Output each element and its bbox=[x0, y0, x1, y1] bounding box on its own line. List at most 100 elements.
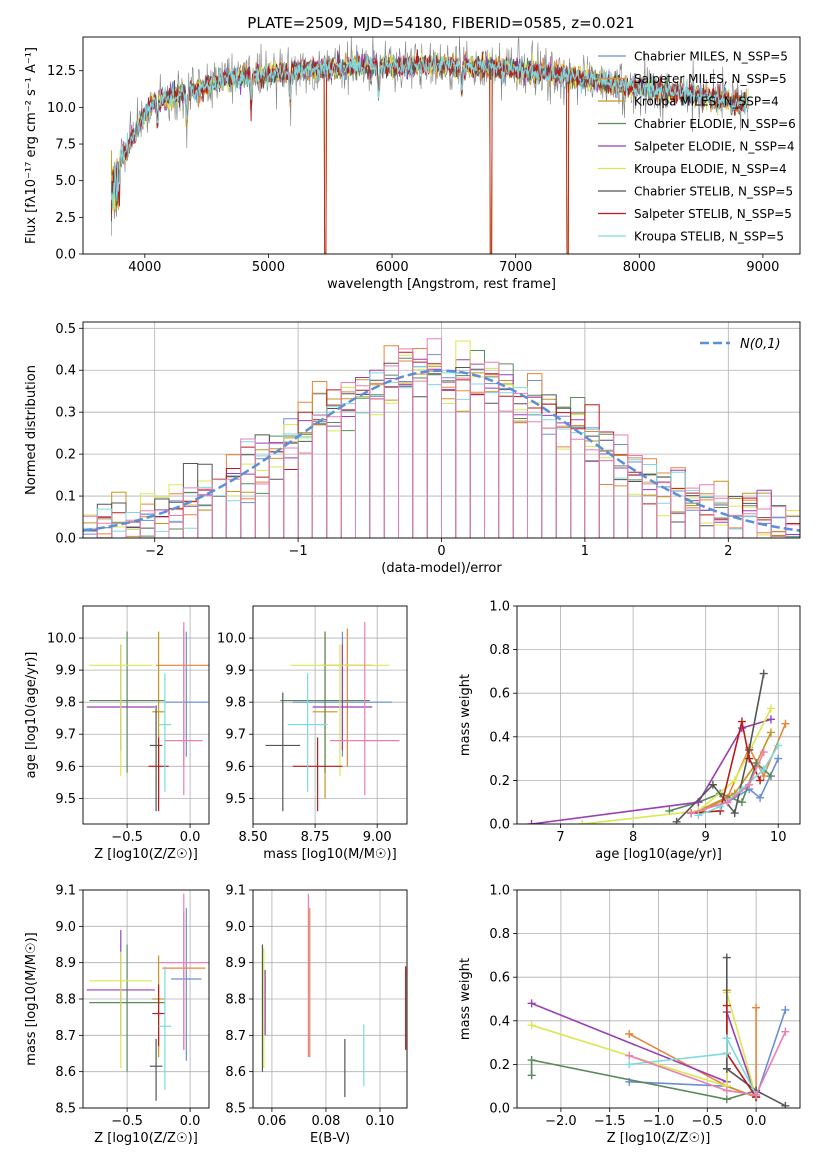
x-tick-label: −0.5 bbox=[111, 1114, 143, 1129]
x-tick-label: −2 bbox=[145, 544, 164, 559]
age_vs_Z-plot bbox=[86, 622, 209, 812]
x-axis-label: Z [log10(Z/Z☉)] bbox=[607, 1131, 711, 1146]
spectrum-plot bbox=[110, 37, 749, 254]
weight-point bbox=[774, 741, 783, 750]
y-tick-label: 8.5 bbox=[225, 1102, 246, 1117]
x-tick-label: 10 bbox=[770, 830, 787, 845]
y-tick-label: 0.6 bbox=[489, 687, 510, 702]
y-tick-label: 8.8 bbox=[55, 993, 76, 1008]
histogram-series bbox=[83, 365, 800, 538]
x-tick-label: 8000 bbox=[623, 260, 656, 275]
axes-frame bbox=[516, 605, 801, 825]
axes-frame bbox=[516, 889, 801, 1109]
weight-series-line bbox=[530, 1059, 757, 1101]
y-axis-label: mass weight bbox=[458, 958, 473, 1040]
axes-frame bbox=[82, 889, 210, 1109]
x-axis-label: wavelength [Angstrom, rest frame] bbox=[327, 277, 556, 292]
weight-point bbox=[527, 1056, 536, 1065]
y-tick-label: 1.0 bbox=[489, 600, 510, 615]
y-tick-label: 2.5 bbox=[55, 211, 76, 226]
y-tick-label: 0.0 bbox=[489, 1102, 510, 1117]
weight-series-line bbox=[690, 751, 765, 814]
x-tick-label: −2.0 bbox=[545, 1114, 577, 1129]
y-tick-label: 9.0 bbox=[55, 920, 76, 935]
weight_vs_Z-plot bbox=[527, 953, 790, 1108]
y-tick-label: 1.0 bbox=[489, 884, 510, 899]
x-tick-label: 4000 bbox=[128, 260, 161, 275]
weight_vs_age-plot bbox=[527, 669, 790, 824]
y-tick-label: 0.2 bbox=[489, 774, 510, 789]
weight-point bbox=[687, 809, 696, 818]
y-tick-label: 9.5 bbox=[55, 792, 76, 807]
x-tick-label: 0.08 bbox=[311, 1114, 340, 1129]
weight-point bbox=[722, 1086, 731, 1095]
error-bar bbox=[148, 737, 169, 812]
y-tick-label: 8.6 bbox=[55, 1065, 76, 1080]
y-tick-label: 9.1 bbox=[225, 884, 246, 899]
error-bar bbox=[158, 966, 172, 1090]
x-tick-label: 0.0 bbox=[180, 830, 201, 845]
y-tick-label: 10.0 bbox=[217, 632, 246, 647]
x-tick-label: 2 bbox=[724, 544, 732, 559]
y-tick-label: 0.5 bbox=[55, 322, 76, 337]
weight-point bbox=[625, 1051, 634, 1060]
x-tick-label: 0 bbox=[437, 544, 445, 559]
mass_vs_Z-plot bbox=[86, 893, 209, 1101]
weight-point bbox=[766, 772, 775, 781]
error-bar bbox=[290, 644, 390, 776]
residuals-legend: N(0,1) bbox=[700, 337, 781, 352]
legend-label: Salpeter ELODIE, N_SSP=4 bbox=[634, 140, 795, 154]
weight-point bbox=[527, 999, 536, 1008]
weight-point bbox=[708, 780, 717, 789]
legend-label: Kroupa STELIB, N_SSP=5 bbox=[634, 230, 784, 244]
histogram-series bbox=[83, 345, 800, 538]
error-bar bbox=[287, 673, 328, 792]
axes-frame bbox=[82, 321, 801, 539]
model-spectrum-line bbox=[110, 49, 749, 254]
weight-point bbox=[527, 1071, 536, 1080]
weight-series-line bbox=[582, 708, 772, 824]
weight-point bbox=[625, 1060, 634, 1069]
weight-point bbox=[527, 820, 536, 824]
error-bar bbox=[89, 944, 165, 1072]
weight-point bbox=[672, 817, 681, 824]
y-tick-label: 10.0 bbox=[47, 632, 76, 647]
weight-point bbox=[737, 798, 746, 807]
weight-point bbox=[722, 1034, 731, 1043]
y-tick-label: 7.5 bbox=[55, 138, 76, 153]
x-tick-label: 9.00 bbox=[363, 830, 392, 845]
weight-point bbox=[759, 669, 768, 678]
y-axis-label: Flux [fλ10⁻¹⁷ erg cm⁻² s⁻¹ A⁻¹] bbox=[24, 47, 39, 244]
x-tick-label: 7 bbox=[556, 830, 564, 845]
x-tick-label: 1 bbox=[581, 544, 589, 559]
y-tick-label: 0.3 bbox=[55, 406, 76, 421]
error-bar bbox=[330, 622, 400, 796]
figure-title: PLATE=2509, MJD=54180, FIBERID=0585, z=0… bbox=[247, 14, 634, 32]
legend-label: Salpeter STELIB, N_SSP=5 bbox=[634, 207, 792, 221]
y-tick-label: 0.4 bbox=[489, 730, 510, 745]
weight-point bbox=[745, 745, 754, 754]
y-tick-label: 9.6 bbox=[55, 760, 76, 775]
y-axis-label: mass [log10(M/M☉)] bbox=[24, 932, 39, 1065]
panel-weight_vs_age: 7 8 9 10 0.0 0.2 0.4 0.6 0.8 1.0 age [log10(age/yr… bbox=[458, 600, 801, 862]
y-tick-label: 12.5 bbox=[47, 64, 76, 79]
legend-label: Chabrier ELODIE, N_SSP=6 bbox=[634, 117, 796, 131]
weight-series-line bbox=[698, 732, 772, 812]
legend-label: Chabrier MILES, N_SSP=5 bbox=[634, 50, 788, 64]
x-axis-label: (data-model)/error bbox=[381, 561, 502, 576]
x-tick-label: −1 bbox=[289, 544, 308, 559]
y-tick-label: 8.6 bbox=[225, 1065, 246, 1080]
y-tick-label: 0.8 bbox=[489, 927, 510, 942]
x-tick-label: 7000 bbox=[499, 260, 532, 275]
weight-series-line bbox=[531, 718, 772, 824]
weight-point bbox=[752, 1003, 761, 1012]
y-tick-label: 9.9 bbox=[55, 664, 76, 679]
y-axis-label: mass weight bbox=[458, 674, 473, 756]
error-bar bbox=[89, 951, 153, 1069]
weight-point bbox=[737, 717, 746, 726]
weight-point bbox=[694, 811, 703, 820]
error-bar bbox=[164, 631, 208, 757]
x-tick-label: 5000 bbox=[252, 260, 285, 275]
weight-point bbox=[625, 1029, 634, 1038]
